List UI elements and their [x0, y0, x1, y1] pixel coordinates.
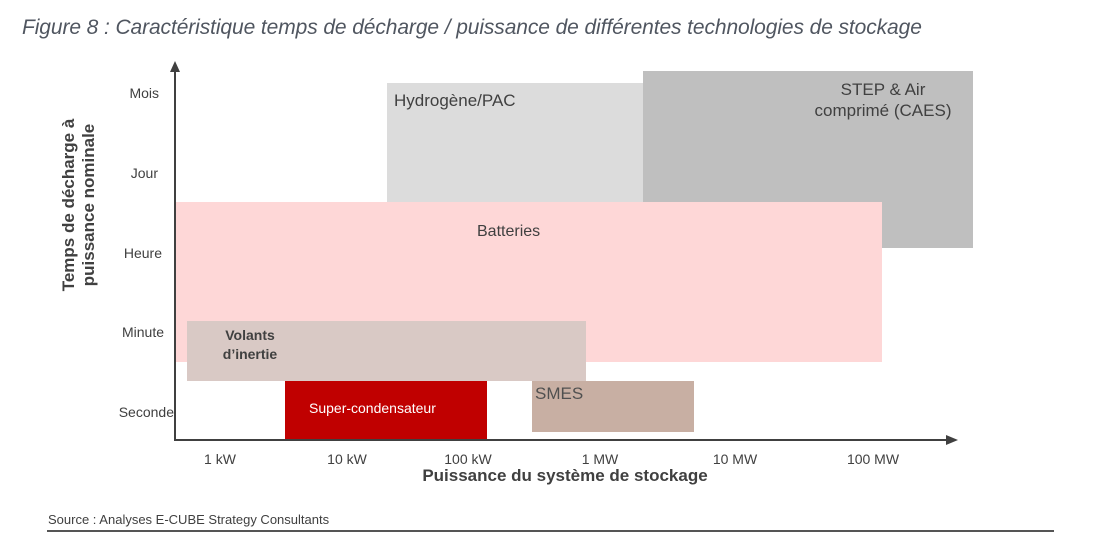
y-axis-label: Temps de décharge à puissance nominale — [54, 60, 104, 350]
xtick-10kw: 10 kW — [327, 451, 367, 467]
label-super-condensateur: Super-condensateur — [309, 400, 436, 416]
label-volants-line2: d’inertie — [222, 346, 278, 362]
figure-title: Figure 8 : Caractéristique temps de déch… — [22, 16, 922, 39]
xtick-100mw: 100 MW — [846, 451, 900, 467]
region-super-condensateur: Super-condensateur — [285, 381, 487, 440]
ytick-jour: Jour — [130, 165, 158, 181]
xtick-10mw: 10 MW — [712, 451, 758, 467]
y-axis-label-line1: Temps de décharge à — [59, 118, 78, 292]
label-volants-inertie: Volants d’inertie — [201, 326, 299, 364]
xtick-1mw: 1 MW — [581, 451, 619, 467]
source-note: Source : Analyses E-CUBE Strategy Consul… — [48, 512, 330, 527]
xtick-100kw: 100 kW — [444, 451, 492, 467]
x-axis-arrow-icon — [946, 435, 958, 445]
region-step-caes: STEP & Air comprimé (CAES) — [643, 71, 973, 248]
region-smes: SMES — [532, 381, 694, 432]
ytick-mois: Mois — [129, 85, 159, 101]
y-axis-arrow-icon — [170, 61, 180, 72]
bottom-divider — [47, 530, 1054, 532]
xtick-1kw: 1 kW — [204, 451, 236, 467]
region-hydrogene: Hydrogène/PAC — [387, 83, 645, 205]
label-batteries: Batteries — [477, 223, 541, 240]
label-smes: SMES — [535, 384, 584, 403]
region-volants-inertie: Volants d’inertie — [187, 321, 586, 381]
label-step-line2: comprimé (CAES) — [814, 101, 952, 120]
ytick-seconde: Seconde — [118, 404, 174, 420]
y-axis-label-line2: puissance nominale — [79, 123, 98, 287]
x-axis-label: Puissance du système de stockage — [422, 466, 708, 485]
label-volants-line1: Volants — [225, 327, 275, 343]
ytick-heure: Heure — [123, 245, 162, 261]
label-step-caes: STEP & Air comprimé (CAES) — [803, 79, 963, 121]
label-step-line1: STEP & Air — [840, 80, 926, 99]
label-hydrogene: Hydrogène/PAC — [394, 91, 516, 110]
ytick-minute: Minute — [121, 324, 164, 340]
